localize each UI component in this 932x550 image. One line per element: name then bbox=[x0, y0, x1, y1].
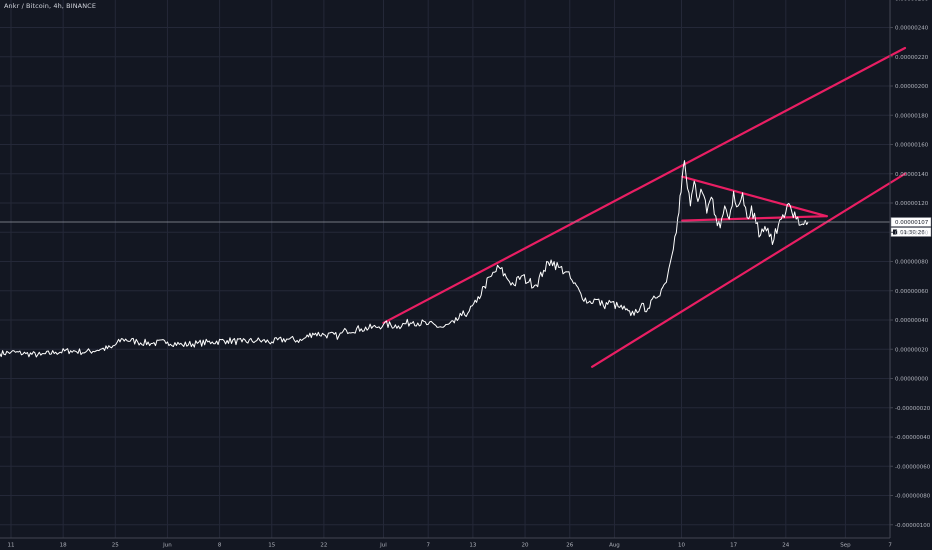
y-tick-label: 0.00000180 bbox=[895, 113, 929, 119]
x-tick-label: 7 bbox=[426, 543, 430, 549]
y-tick-label: 0.00000140 bbox=[895, 172, 929, 178]
y-tick-label: 0.00000060 bbox=[895, 289, 929, 295]
price-axis[interactable]: 0.00000260 0.00000240 0.00000220 0.00000200… bbox=[889, 0, 931, 538]
price-line bbox=[0, 160, 809, 358]
y-tick-label: 0.00000120 bbox=[895, 201, 929, 207]
x-tick-label: Sep bbox=[840, 543, 851, 549]
time-axis[interactable]: 11 18 25 Jun 8 15 22 Jul 7 13 20 26 Aug 10 17 24 Sep 7 bbox=[0, 537, 892, 549]
x-tick-label: 13 bbox=[469, 543, 476, 549]
trendline-2[interactable] bbox=[590, 172, 907, 368]
trendline-drawings bbox=[382, 46, 907, 368]
y-tick-label: 0.00000020 bbox=[895, 347, 929, 353]
trendline-1[interactable] bbox=[382, 46, 907, 325]
chart-title: Ankr / Bitcoin, 4h, BINANCE bbox=[4, 2, 97, 10]
x-tick-label: 11 bbox=[8, 543, 15, 549]
y-tick-label: -0.00000020 bbox=[895, 406, 931, 412]
x-tick-label: 8 bbox=[218, 543, 222, 549]
x-tick-label: 20 bbox=[522, 543, 529, 549]
x-tick-label: 26 bbox=[566, 543, 573, 549]
x-tick-label: 10 bbox=[678, 543, 685, 549]
x-tick-label: Aug bbox=[609, 543, 620, 549]
price-series bbox=[0, 160, 809, 358]
x-tick-label: 24 bbox=[782, 543, 789, 549]
y-tick-label: 0.00000260 bbox=[895, 0, 929, 2]
y-tick-label: -0.00000100 bbox=[895, 523, 931, 529]
x-tick-label: 17 bbox=[730, 543, 737, 549]
countdown-label: 01:30:26 bbox=[900, 230, 925, 236]
y-tick-label: 0.00000040 bbox=[895, 318, 929, 324]
y-tick-label: 0.00000160 bbox=[895, 143, 929, 149]
y-tick-label: 0.00000000 bbox=[895, 377, 929, 383]
trendline-3[interactable] bbox=[681, 175, 828, 218]
y-tick-label: 0.00000200 bbox=[895, 84, 929, 90]
x-tick-label: Jul bbox=[379, 543, 387, 549]
current-price-label: 0.00000107 bbox=[895, 220, 929, 226]
y-tick-label: 0.00000220 bbox=[895, 55, 929, 61]
y-tick-label: -0.00000040 bbox=[895, 435, 931, 441]
y-tick-label: 0.00000100 bbox=[895, 230, 929, 236]
grid-lines bbox=[0, 0, 891, 538]
x-tick-label: 25 bbox=[112, 543, 119, 549]
y-tick-label: -0.00000060 bbox=[895, 464, 931, 470]
clock-icon bbox=[893, 229, 897, 235]
trendline-4[interactable] bbox=[681, 215, 828, 222]
y-tick-label: -0.00000080 bbox=[895, 494, 931, 500]
x-tick-label: 7 bbox=[888, 543, 892, 549]
y-tick-label: 0.00000080 bbox=[895, 260, 929, 266]
x-tick-label: 22 bbox=[320, 543, 327, 549]
x-tick-label: 15 bbox=[268, 543, 275, 549]
x-tick-label: Jun bbox=[162, 543, 172, 549]
current-price-tag bbox=[890, 217, 932, 227]
x-tick-label: 18 bbox=[60, 543, 67, 549]
current-price-line: 0.00000107 01:30:26 bbox=[0, 217, 932, 237]
y-tick-label: 0.00000240 bbox=[895, 26, 929, 32]
